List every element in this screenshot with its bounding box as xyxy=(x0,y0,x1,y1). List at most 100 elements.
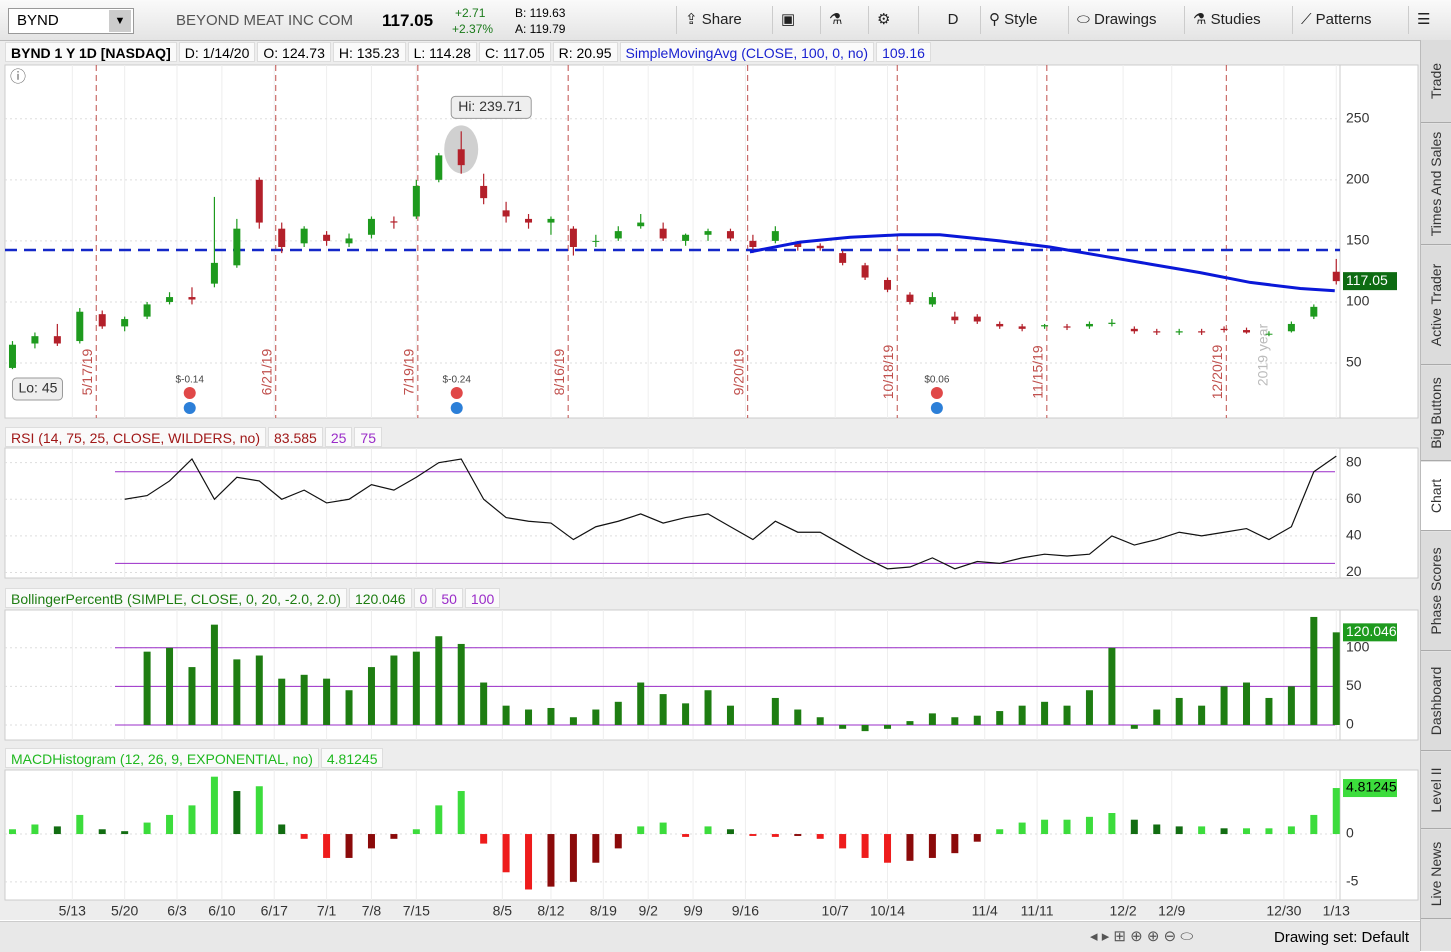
candle-body xyxy=(121,319,129,327)
bar xyxy=(659,694,667,725)
bar xyxy=(973,715,981,725)
bar xyxy=(278,824,286,835)
bar xyxy=(412,829,420,835)
tab-label: Level II xyxy=(1428,767,1444,813)
bar xyxy=(435,636,443,725)
period-button[interactable]: D xyxy=(918,6,979,34)
rsi-line xyxy=(124,455,1337,570)
sidebar-tab[interactable]: Phase Scores xyxy=(1421,532,1451,651)
x-tick-label: 12/30 xyxy=(1266,903,1301,919)
candle-body xyxy=(435,155,443,180)
bar xyxy=(996,711,1004,725)
panel xyxy=(4,447,1341,579)
title: BYND 1 Y 1D [NASDAQ] xyxy=(5,42,177,62)
candle-body xyxy=(166,297,174,302)
icon-button[interactable]: ⚙ xyxy=(868,6,917,34)
footer-icons[interactable]: ◂ ▸ ⊞ ⊕ ⊕ ⊖ ⬭ xyxy=(1090,928,1194,945)
sidebar-tab[interactable]: Live News xyxy=(1421,830,1451,919)
sidebar-tab[interactable]: Dashboard xyxy=(1421,652,1451,751)
bar xyxy=(367,667,375,725)
sidebar-tab[interactable]: Big Buttons xyxy=(1421,366,1451,461)
tab-label: Live News xyxy=(1428,841,1444,907)
candle-body xyxy=(390,221,398,223)
event-label: 7/19/19 xyxy=(401,348,417,395)
patterns-button[interactable]: ⟋ Patterns xyxy=(1292,6,1405,34)
bar xyxy=(53,826,61,835)
sidebar: Trade Times And Sales Active Trader Big But… xyxy=(1420,40,1451,951)
sidebar-tab[interactable]: Active Trader xyxy=(1421,246,1451,365)
bar xyxy=(255,655,263,725)
bar xyxy=(1130,724,1138,729)
icon-button[interactable]: ▣ xyxy=(772,6,821,34)
tab-label: Chart xyxy=(1428,478,1444,514)
sidebar-tab[interactable]: Trade xyxy=(1421,40,1451,123)
event-label: 9/20/19 xyxy=(730,348,746,395)
label: Drawings xyxy=(1093,11,1157,28)
icon-button[interactable]: ⚗ xyxy=(820,6,869,34)
high: H: 135.23 xyxy=(332,42,406,62)
studies-button[interactable]: ⚗ Studies xyxy=(1184,6,1289,34)
bar xyxy=(996,829,1004,835)
bar xyxy=(816,834,824,839)
share-button[interactable]: ⇪ Share xyxy=(676,6,775,34)
bar xyxy=(323,678,331,725)
candle-body xyxy=(1063,326,1071,328)
style-button[interactable]: ⚲ Style xyxy=(980,6,1065,34)
dropdown[interactable]: ▼ xyxy=(109,10,131,32)
hi-bubble xyxy=(450,95,532,119)
axis-panel xyxy=(1339,447,1419,579)
dividend-icon xyxy=(183,402,196,414)
bar xyxy=(1041,819,1049,835)
study-value: 109.16 xyxy=(876,42,931,62)
candle-body xyxy=(76,311,84,342)
y-tick-label: 100 xyxy=(1346,639,1370,655)
event-label: 5/17/19 xyxy=(79,348,95,395)
bar xyxy=(502,705,510,725)
bar xyxy=(345,690,353,725)
drawing-set[interactable]: Drawing set: Default xyxy=(1274,929,1410,946)
bar xyxy=(1130,819,1138,835)
candle-body xyxy=(323,234,331,241)
x-tick-label: 6/3 xyxy=(167,903,187,919)
bar xyxy=(592,709,600,725)
sma-line xyxy=(749,233,1335,293)
bar xyxy=(951,717,959,725)
dividend-icon xyxy=(450,402,463,414)
bar xyxy=(1243,682,1251,725)
sidebar-tab[interactable]: Times And Sales xyxy=(1421,124,1451,245)
candle-body xyxy=(188,297,196,300)
bar xyxy=(682,834,690,837)
bar xyxy=(1220,828,1228,835)
y-tick-label: 0 xyxy=(1346,825,1354,841)
bar xyxy=(906,721,914,725)
bar xyxy=(435,805,443,835)
candle-body xyxy=(1332,271,1340,282)
last-value-label: 120.046 xyxy=(1346,623,1397,639)
level: 75 xyxy=(354,427,382,447)
bar xyxy=(1175,697,1183,725)
bar xyxy=(1198,826,1206,835)
symbol: BYND xyxy=(17,12,59,29)
bar xyxy=(861,724,869,732)
symbol-box[interactable]: BYND ▼ xyxy=(8,8,134,34)
bar xyxy=(233,791,241,835)
candle-body xyxy=(884,279,892,290)
candle-body xyxy=(98,314,106,327)
menu-button[interactable]: ☰ xyxy=(1408,6,1451,34)
y-tick-label: 80 xyxy=(1346,453,1362,469)
bar xyxy=(1108,813,1116,835)
bar xyxy=(749,834,757,836)
drawings-button[interactable]: ⬭ Drawings xyxy=(1068,6,1181,34)
candle-body xyxy=(300,228,308,244)
candle-body xyxy=(704,231,712,235)
label: Style xyxy=(1004,11,1038,28)
bar xyxy=(1153,824,1161,835)
footer: ◂ ▸ ⊞ ⊕ ⊕ ⊖ ⬭ Drawing set: Default xyxy=(0,921,1420,952)
sidebar-tab[interactable]: Chart xyxy=(1421,462,1451,531)
last-value-label: 117.05 xyxy=(1346,272,1388,288)
sidebar-tab[interactable]: Level II xyxy=(1421,752,1451,829)
bar xyxy=(367,834,375,849)
bar xyxy=(816,717,824,725)
candle-body xyxy=(255,179,263,223)
